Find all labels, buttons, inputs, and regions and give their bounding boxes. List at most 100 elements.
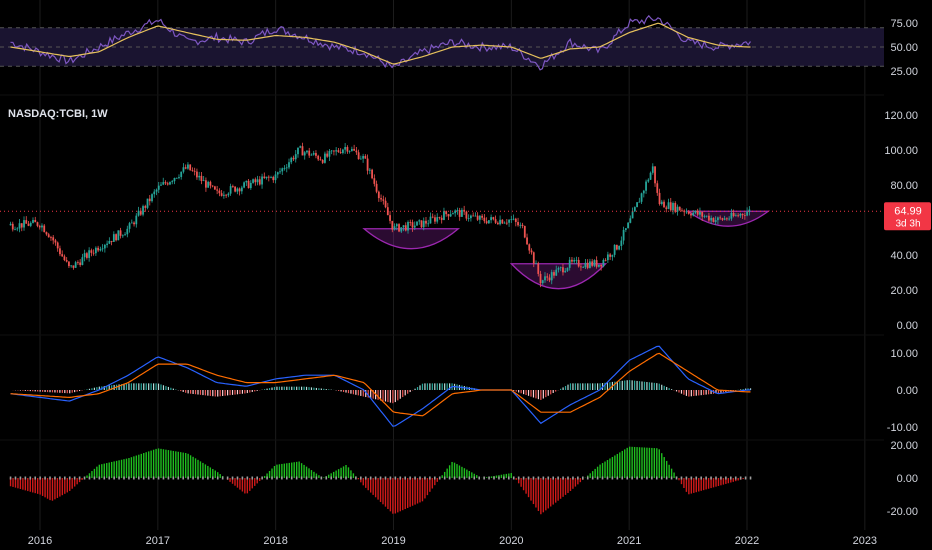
oscillator-zero-dot	[93, 476, 96, 480]
oscillator-zero-dot	[710, 476, 712, 480]
oscillator-zero-dot	[636, 476, 638, 480]
oscillator-zero-dot	[212, 476, 214, 480]
candle-body	[667, 202, 670, 209]
oscillator-zero-dot	[335, 476, 337, 480]
oscillator-zero-dot	[552, 476, 555, 480]
candle-body	[492, 217, 495, 220]
oscillator-zero-dot	[621, 476, 624, 480]
candle-body	[220, 193, 223, 196]
candle-body	[301, 146, 304, 156]
candle-body	[157, 185, 160, 190]
candle-body	[730, 212, 733, 219]
candle-body	[555, 269, 558, 276]
candle-body	[508, 219, 510, 223]
price-tick-label: 100.00	[884, 145, 918, 157]
candle-body	[705, 215, 708, 217]
oscillator-zero-dot	[651, 476, 653, 480]
oscillator-zero-dot	[251, 476, 254, 480]
candle-body	[81, 257, 84, 265]
oscillator-zero-dot	[73, 476, 76, 480]
candle-body	[119, 230, 122, 236]
candle-body	[456, 210, 459, 211]
oscillator-zero-dot	[226, 476, 229, 480]
candle-body	[642, 190, 645, 194]
oscillator-zero-dot	[690, 476, 693, 480]
candle-body	[422, 220, 425, 228]
candle-body	[732, 212, 735, 217]
candle-body	[499, 219, 501, 225]
candle-body	[472, 215, 475, 217]
oscillator-zero-dot	[542, 476, 545, 480]
candle-body	[14, 229, 16, 231]
candle-body	[34, 219, 37, 223]
oscillator-zero-dot	[167, 476, 170, 480]
candle-body	[734, 215, 737, 217]
candle-body	[310, 154, 313, 156]
candle-body	[447, 214, 450, 217]
candle-body	[526, 237, 528, 245]
oscillator-zero-dot	[665, 476, 668, 480]
candle-body	[38, 225, 41, 228]
oscillator-zero-dot	[547, 476, 550, 480]
symbol-label: NASDAQ:TCBI, 1W	[8, 108, 108, 120]
oscillator-zero-dot	[483, 476, 485, 480]
oscillator-zero-dot	[438, 476, 441, 480]
candle-body	[74, 262, 77, 268]
candle-body	[692, 212, 695, 216]
candle-body	[719, 217, 722, 219]
oscillator-zero-dot	[744, 476, 747, 480]
candle-body	[272, 177, 275, 181]
candle-body	[267, 176, 270, 178]
oscillator-zero-dot	[646, 476, 648, 480]
candle-body	[97, 247, 100, 251]
candle-body	[72, 265, 75, 268]
candle-body	[726, 218, 728, 220]
candle-body	[285, 167, 288, 169]
candle-body	[485, 221, 488, 224]
price-tick-label: 80.00	[890, 180, 918, 192]
candle-body	[236, 188, 239, 192]
candle-body	[624, 228, 627, 230]
candle-body	[216, 189, 219, 191]
oscillator-zero-dot	[429, 476, 431, 480]
oscillator-zero-dot	[715, 476, 717, 480]
oscillator-zero-dot	[503, 476, 505, 480]
macd-pane	[10, 345, 752, 427]
oscillator-zero-dot	[330, 476, 333, 480]
candle-body	[328, 151, 331, 157]
candle-body	[532, 252, 535, 264]
oscillator-zero-dot	[152, 476, 155, 480]
candle-body	[288, 162, 290, 168]
candle-body	[193, 170, 196, 172]
candle-body	[395, 224, 398, 227]
candle-body	[523, 226, 526, 238]
candle-body	[723, 218, 726, 220]
oscillator-zero-dot	[557, 476, 559, 480]
oscillator-zero-dot	[537, 476, 540, 480]
candle-body	[319, 159, 322, 161]
oscillator-zero-dot	[749, 476, 752, 480]
oscillator-zero-dot	[473, 476, 476, 480]
candle-body	[166, 183, 169, 185]
oscillator-zero-dot	[670, 476, 673, 480]
candle-body	[712, 217, 715, 222]
oscillator-zero-dot	[286, 476, 288, 480]
candle-body	[341, 149, 344, 153]
candle-body	[739, 213, 742, 216]
oscillator-tick-label: 20.00	[890, 440, 918, 452]
candle-body	[528, 244, 531, 251]
candle-body	[213, 186, 216, 190]
price-tick-label: 40.00	[890, 250, 918, 262]
price-tick-label: 20.00	[890, 285, 918, 297]
oscillator-zero-dot	[419, 476, 421, 480]
candle-body	[496, 222, 499, 225]
candle-body	[469, 215, 472, 219]
candle-body	[283, 168, 286, 170]
candle-body	[106, 243, 109, 245]
oscillator-zero-dot	[616, 476, 619, 480]
candle-body	[117, 230, 120, 241]
oscillator-zero-dot	[39, 476, 41, 480]
candle-body	[94, 247, 97, 254]
candle-body	[530, 250, 533, 253]
